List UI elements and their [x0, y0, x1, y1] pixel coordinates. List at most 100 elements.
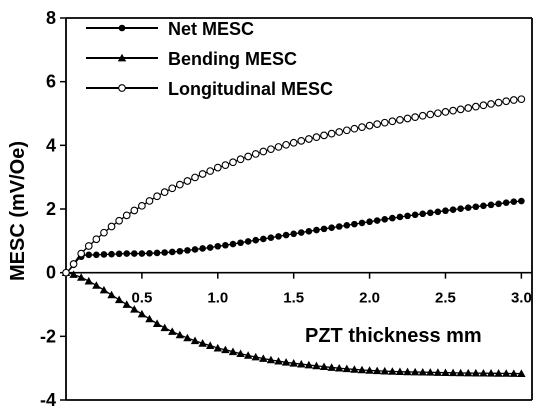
- data-point: [191, 246, 199, 253]
- data-point: [206, 244, 214, 251]
- data-point: [213, 163, 222, 172]
- data-point: [456, 368, 465, 377]
- data-point: [357, 365, 367, 374]
- data-point: [389, 214, 396, 222]
- data-point: [122, 300, 131, 308]
- y-tick-label: 6: [46, 72, 56, 92]
- series-longitudinal-mesc: [62, 95, 526, 277]
- data-point: [434, 109, 442, 118]
- data-point: [327, 129, 336, 138]
- data-point: [146, 250, 153, 257]
- data-point: [487, 100, 495, 108]
- data-point: [433, 368, 443, 376]
- data-point: [153, 192, 161, 201]
- data-point: [509, 369, 518, 377]
- data-point: [243, 351, 253, 359]
- legend-entry-bending-mesc: Bending MESC: [86, 49, 297, 69]
- data-point: [472, 203, 480, 211]
- data-point: [108, 250, 115, 258]
- data-point: [160, 323, 169, 332]
- data-point: [410, 367, 420, 376]
- data-point: [168, 184, 177, 193]
- data-point: [411, 211, 419, 219]
- data-point: [501, 369, 511, 377]
- x-tick-label: 0.5: [131, 290, 152, 307]
- data-point: [118, 24, 126, 32]
- data-point: [221, 345, 230, 354]
- data-point: [229, 240, 237, 248]
- data-point: [199, 245, 206, 252]
- data-point: [229, 158, 237, 167]
- data-point: [373, 120, 382, 128]
- data-point: [228, 347, 238, 356]
- data-point: [342, 126, 351, 135]
- legend-label: Net MESC: [168, 19, 254, 39]
- data-point: [289, 359, 298, 367]
- y-axis-ticks: -4 -2 0 2 4 6 8: [40, 8, 66, 410]
- data-point: [335, 128, 344, 136]
- y-tick-label: 8: [46, 8, 56, 28]
- data-point: [312, 361, 321, 370]
- data-point: [175, 180, 184, 189]
- data-point: [448, 368, 458, 377]
- data-point: [335, 363, 344, 372]
- data-point: [62, 268, 70, 277]
- x-axis-ticks: 0.5 1.0 1.5 2.0 2.5 3.0: [131, 272, 532, 307]
- data-point: [426, 368, 435, 376]
- data-point: [160, 188, 169, 196]
- data-point: [85, 251, 93, 259]
- data-point: [441, 108, 450, 116]
- data-point: [343, 222, 351, 229]
- data-point: [509, 96, 518, 104]
- data-point: [517, 95, 526, 104]
- data-point: [244, 238, 252, 245]
- data-point: [251, 150, 260, 158]
- data-point: [403, 114, 412, 123]
- data-point: [365, 121, 374, 130]
- data-point: [77, 249, 86, 258]
- data-point: [396, 116, 404, 124]
- data-point: [138, 201, 146, 210]
- data-point: [517, 369, 526, 377]
- data-point: [366, 218, 373, 226]
- data-point: [259, 147, 268, 156]
- data-point: [457, 205, 464, 212]
- data-point: [168, 248, 176, 256]
- data-point: [486, 369, 496, 377]
- data-point: [335, 223, 343, 230]
- data-point: [381, 216, 389, 223]
- data-point: [275, 233, 282, 240]
- data-point: [328, 224, 335, 231]
- data-point: [267, 145, 275, 154]
- data-point: [282, 140, 290, 149]
- data-point: [419, 210, 427, 218]
- data-point: [365, 366, 374, 374]
- data-point: [426, 209, 434, 217]
- data-point: [312, 133, 321, 141]
- data-point: [502, 97, 511, 106]
- data-point: [380, 366, 389, 375]
- data-point: [100, 228, 108, 237]
- legend-entry-longitudinal-mesc: Longitudinal MESC: [86, 79, 333, 99]
- y-tick-label: 0: [46, 263, 56, 283]
- data-point: [92, 281, 101, 289]
- data-point: [442, 207, 449, 215]
- data-point: [434, 208, 442, 216]
- data-point: [84, 242, 93, 250]
- data-point: [244, 152, 252, 161]
- legend: Net MESC Bending MESC Longitudinal MESC: [86, 19, 333, 99]
- data-point: [396, 213, 404, 221]
- y-tick-label: 4: [46, 135, 56, 155]
- data-point: [131, 250, 138, 257]
- data-point: [418, 367, 427, 376]
- data-point: [206, 341, 215, 349]
- data-point: [259, 354, 268, 362]
- data-point: [290, 230, 297, 238]
- data-point: [198, 170, 207, 178]
- data-point: [479, 101, 488, 110]
- data-point: [464, 204, 472, 212]
- data-point: [289, 138, 298, 147]
- series-line: [65, 98, 522, 274]
- data-point: [236, 349, 245, 358]
